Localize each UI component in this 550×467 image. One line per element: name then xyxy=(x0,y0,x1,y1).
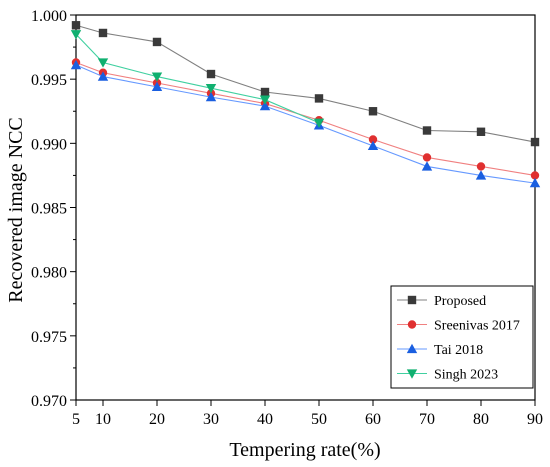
legend-label: Sreenivas 2017 xyxy=(434,319,520,334)
data-point xyxy=(421,161,433,171)
y-tick-label: 0.995 xyxy=(31,72,67,89)
data-point xyxy=(530,171,540,180)
series-proposed xyxy=(71,21,540,147)
y-tick-label: 0.990 xyxy=(31,136,67,153)
data-point xyxy=(529,177,541,188)
legend-label: Singh 2023 xyxy=(434,368,498,383)
legend-marker xyxy=(406,343,418,354)
legend: Proposed Sreenivas 2017 Tai 2018 Singh 2023 xyxy=(390,285,534,389)
x-tick-label: 90 xyxy=(527,411,543,428)
y-tick-label: 1.000 xyxy=(31,8,67,25)
x-tick-label: 10 xyxy=(95,411,111,428)
data-point xyxy=(152,37,162,47)
series-line xyxy=(75,64,536,184)
data-point xyxy=(368,135,378,144)
series-tai-2018 xyxy=(70,59,541,188)
x-tick-label: 20 xyxy=(149,411,165,428)
x-tick-label: 40 xyxy=(257,411,273,428)
y-tick-label: 0.975 xyxy=(31,329,67,346)
legend-label: Tai 2018 xyxy=(434,343,483,358)
x-axis: 5 10 20 30 40 50 60 70 80 90 xyxy=(72,400,543,428)
data-point xyxy=(530,137,540,147)
data-point xyxy=(151,72,163,82)
series-layer xyxy=(70,21,541,188)
data-point xyxy=(97,71,109,81)
series-line xyxy=(75,33,320,124)
data-point xyxy=(151,81,163,92)
legend-marker xyxy=(407,295,417,305)
x-tick-label: 80 xyxy=(473,411,489,428)
series-singh-2023 xyxy=(70,30,325,128)
data-point xyxy=(97,58,109,68)
data-point xyxy=(368,107,378,116)
series-line xyxy=(75,61,536,176)
x-axis-label: Tempering rate(%) xyxy=(229,439,380,461)
data-point xyxy=(206,69,216,79)
data-point xyxy=(260,87,270,97)
y-tick-label: 0.970 xyxy=(31,393,67,410)
data-point xyxy=(70,59,82,70)
data-point xyxy=(313,118,325,128)
series-sreenivas-2017 xyxy=(71,58,540,180)
x-tick-label: 5 xyxy=(72,411,80,428)
data-point xyxy=(476,162,486,171)
data-point xyxy=(476,127,486,136)
data-point xyxy=(259,95,271,105)
data-point xyxy=(367,140,379,151)
x-tick-label: 70 xyxy=(419,411,435,428)
data-point xyxy=(259,100,271,111)
series-line xyxy=(75,24,536,143)
y-axis-label: Recovered image NCC xyxy=(5,117,27,303)
y-tick-label: 0.980 xyxy=(31,265,67,282)
data-point xyxy=(205,91,217,102)
x-tick-label: 60 xyxy=(365,411,381,428)
legend-marker xyxy=(407,320,417,329)
legend-marker xyxy=(406,369,418,379)
data-point xyxy=(71,21,81,30)
data-point xyxy=(70,30,82,40)
data-point xyxy=(205,83,217,94)
x-tick-label: 30 xyxy=(203,411,219,428)
data-point xyxy=(475,170,487,180)
x-tick-label: 50 xyxy=(311,411,327,428)
data-point xyxy=(422,153,432,162)
legend-label: Proposed xyxy=(434,294,486,309)
data-point xyxy=(422,126,432,135)
data-point xyxy=(314,94,324,103)
y-axis: 0.970 0.975 0.980 0.985 0.990 0.995 1.000 xyxy=(31,8,76,410)
y-tick-label: 0.985 xyxy=(31,201,67,218)
data-point xyxy=(98,28,108,38)
